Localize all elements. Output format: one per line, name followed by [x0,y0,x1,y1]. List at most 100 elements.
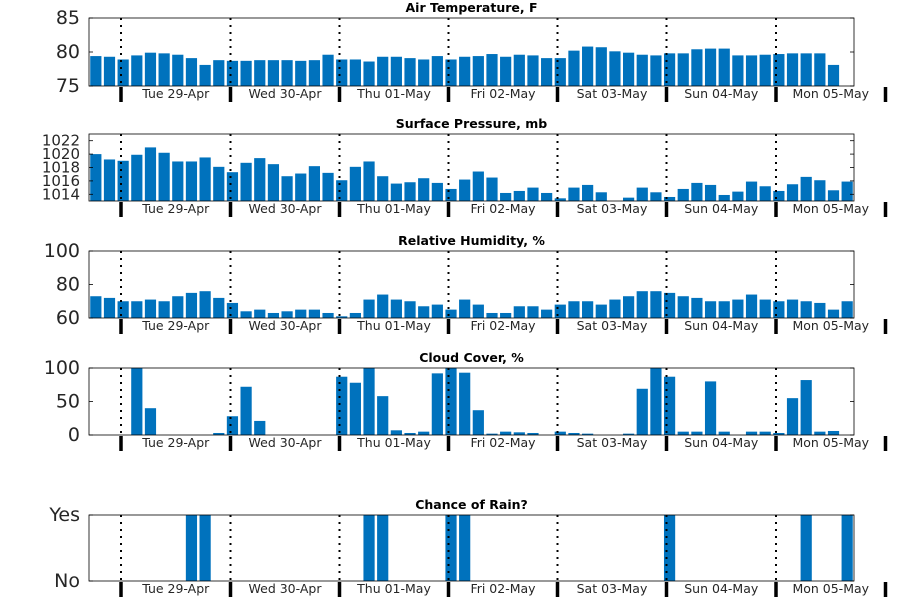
bar [349,166,361,201]
bar [472,56,484,86]
bar [390,56,402,86]
bar [582,46,594,86]
bar [404,432,416,435]
bar [336,316,348,318]
bar [841,301,853,318]
y-tick-label: 80 [56,274,80,296]
bar [267,164,280,201]
bar [281,311,293,318]
bar [131,301,143,318]
bar [459,515,471,581]
bar [445,59,457,86]
bar [568,187,580,201]
x-day-label: Sat 03-May [577,86,648,101]
bar [827,190,840,201]
bar [213,297,225,318]
bar [773,432,785,435]
bar [500,56,512,86]
bar [240,162,252,201]
x-day-label: Wed 30-Apr [249,435,323,450]
bar [445,188,457,201]
chart-title: Air Temperature, F [405,0,537,15]
bar [431,304,443,318]
bar [827,430,840,435]
x-day-label: Fri 02-May [470,581,536,596]
bar [554,304,566,318]
x-day-label: Mon 05-May [792,581,869,596]
bar [172,296,184,318]
bar [377,294,389,318]
bar [759,186,771,201]
y-tick-label: 50 [56,391,80,413]
bar [377,176,389,201]
bar [431,56,443,86]
bar [254,60,266,86]
x-day-label: Tue 29-Apr [141,581,210,596]
bar [349,312,361,318]
x-day-label: Sat 03-May [577,581,648,596]
bar [827,64,840,86]
bar [144,147,157,201]
x-day-label: Thu 01-May [356,86,431,101]
x-day-label: Tue 29-Apr [141,318,210,333]
bar [650,291,662,318]
bar [732,299,744,318]
bar [609,299,621,318]
bar [158,152,170,201]
bar [773,301,785,318]
x-day-label: Wed 30-Apr [249,581,323,596]
x-day-label: Thu 01-May [356,318,431,333]
x-day-label: Fri 02-May [470,435,536,450]
chart-title: Cloud Cover, % [419,350,524,365]
bar [90,296,102,318]
bar [103,297,116,318]
bar [663,376,676,435]
bar [459,56,471,86]
bar [103,56,116,86]
bar [226,302,239,318]
bar [595,47,607,86]
bar [636,388,648,435]
bar [308,309,320,319]
bar [404,182,416,201]
bar [623,296,635,318]
bar [199,64,211,86]
bar [718,301,730,318]
bar [827,309,840,319]
bar [623,52,635,86]
bar [568,50,580,86]
bar [636,291,648,318]
bar [363,515,375,581]
bar [349,382,361,435]
bar [459,299,471,318]
bar [527,306,539,318]
bar [486,54,498,86]
x-day-label: Mon 05-May [792,318,869,333]
bar [185,58,198,86]
bar [773,54,785,86]
bar [418,178,430,201]
bar [144,52,157,86]
bar [513,432,525,435]
bar [131,55,143,86]
bar [582,433,594,435]
bar [226,416,239,435]
bar [240,60,252,86]
bar [786,184,799,201]
x-day-label: Sun 04-May [684,201,759,216]
bar [663,196,676,201]
bar [623,433,635,435]
bar [158,53,170,86]
y-tick-label: 1014 [42,185,80,203]
bar [486,312,498,318]
bar [431,182,443,201]
chart-title: Chance of Rain? [415,497,528,512]
bar [541,192,553,201]
bar [636,54,648,86]
bar [377,396,389,435]
bar [117,59,129,86]
bar [199,515,211,581]
bar [800,176,812,201]
bar [103,159,116,201]
